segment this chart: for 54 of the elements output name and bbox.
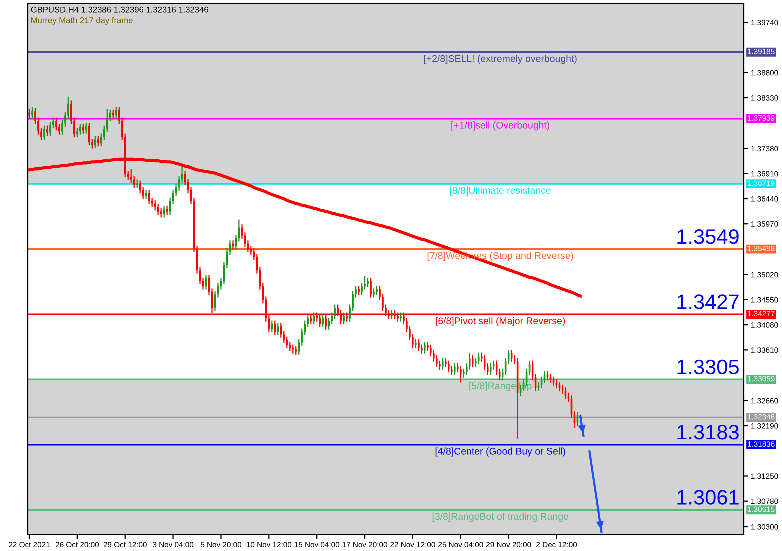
candlestick	[98, 136, 100, 148]
ref-line-label: [7/8]Week res (Stop and Reverse)	[428, 252, 574, 262]
candlestick	[88, 122, 90, 146]
ref-line-label: [3/8]RangeBot of trading Range	[432, 512, 569, 522]
annotation: 1.3427	[678, 294, 739, 310]
candlestick	[442, 358, 444, 370]
candlestick	[292, 344, 294, 354]
candlestick	[86, 122, 88, 134]
ref-line-label: [4/8]Center (Good Buy or Sell)	[436, 448, 566, 457]
candlestick	[400, 312, 402, 322]
annotation: 1.3061	[678, 490, 739, 505]
candlestick	[448, 360, 450, 374]
candlestick	[478, 352, 480, 366]
candlestick	[415, 338, 417, 350]
candlestick	[115, 106, 118, 120]
candlestick	[358, 286, 360, 296]
candlestick	[82, 124, 84, 134]
candlestick	[552, 376, 555, 387]
ref-line-label: [8/8]Ultimate resistance	[450, 186, 551, 196]
candlestick	[454, 362, 456, 376]
candlestick	[370, 277, 372, 298]
candlestick	[32, 107, 34, 120]
candlestick	[546, 370, 549, 382]
annotation: 1.3549	[678, 229, 739, 244]
chart-title: GBPUSD.H4 1.32386 1.32396 1.32316 1.32346	[31, 6, 208, 13]
candlestick	[376, 286, 378, 296]
candlestick	[28, 108, 30, 120]
candlestick	[56, 117, 58, 132]
candlestick	[490, 362, 492, 376]
candlestick	[418, 338, 420, 352]
candlestick	[46, 125, 48, 137]
annotation: 1.3183	[678, 424, 739, 440]
candlestick	[76, 128, 78, 138]
candlestick	[50, 122, 52, 137]
candlestick	[343, 312, 345, 326]
ref-line-label: [+1/8]sell (Overbought)	[452, 122, 550, 131]
candlestick	[373, 288, 375, 298]
text: Murrey Math 217 day frame	[32, 17, 133, 26]
candlestick	[472, 354, 474, 368]
annotation: 1.3305	[678, 360, 739, 375]
candlestick	[313, 312, 315, 326]
candlestick	[322, 314, 324, 328]
candlestick	[80, 124, 82, 136]
candlestick	[391, 310, 393, 320]
candlestick	[166, 205, 168, 216]
candlestick	[424, 342, 426, 354]
candlestick	[94, 136, 96, 149]
candlestick	[112, 109, 114, 120]
ref-line-label: [+2/8]SELL! (extremely overbought)	[424, 55, 577, 64]
candlestick	[367, 277, 369, 288]
candlestick	[145, 189, 148, 200]
ref-line-label: [6/8]Pivot sell (Major Reverse)	[436, 317, 566, 326]
candlestick	[460, 366, 462, 384]
candlestick	[44, 125, 46, 141]
